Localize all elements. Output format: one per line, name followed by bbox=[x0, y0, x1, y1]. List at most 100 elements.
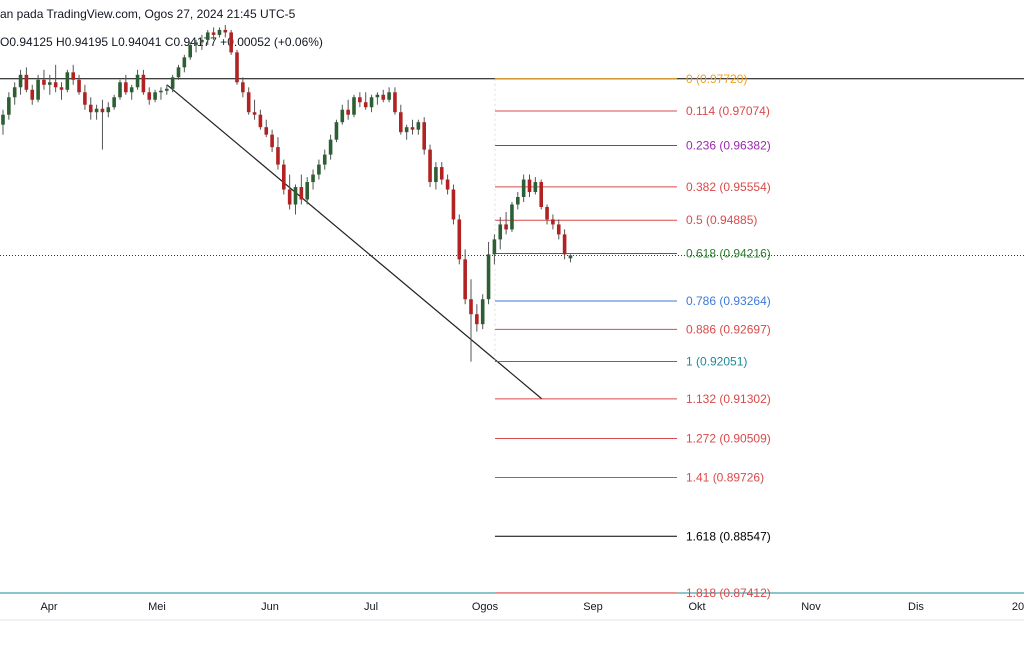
candle-up bbox=[486, 254, 491, 300]
candle-up bbox=[317, 164, 321, 175]
fib-level-label: 1.272 (0.90509) bbox=[686, 431, 771, 445]
candle-down bbox=[211, 32, 216, 35]
candle-down bbox=[30, 89, 35, 100]
candle-down bbox=[346, 109, 350, 115]
candle-down bbox=[381, 94, 386, 100]
candle-down bbox=[451, 189, 456, 220]
x-tick-label: Jul bbox=[364, 601, 378, 613]
fib-level-label: 0.236 (0.96382) bbox=[686, 139, 771, 153]
candle-down bbox=[147, 92, 152, 100]
candle-up bbox=[12, 87, 17, 98]
fib-level-label: 0.114 (0.97074) bbox=[686, 104, 770, 118]
candle-down bbox=[241, 82, 245, 93]
candle-up bbox=[153, 92, 157, 100]
candle-up bbox=[293, 187, 298, 205]
candle-down bbox=[439, 167, 444, 180]
candle-up bbox=[1, 114, 5, 125]
candle-down bbox=[141, 74, 146, 93]
candle-down bbox=[287, 189, 292, 205]
candle-up bbox=[7, 97, 11, 115]
fib-level-label: 1 (0.92051) bbox=[686, 355, 747, 369]
candle-up bbox=[521, 179, 526, 198]
fib-level-label: 0.886 (0.92697) bbox=[686, 322, 771, 336]
candle-down bbox=[445, 179, 450, 190]
candle-up bbox=[200, 39, 204, 43]
fib-level-label: 1.132 (0.91302) bbox=[686, 392, 771, 406]
candle-down bbox=[124, 82, 128, 93]
trendline[interactable] bbox=[166, 84, 543, 400]
candle-down bbox=[363, 102, 368, 108]
candle-up bbox=[188, 44, 192, 58]
candle-up bbox=[510, 204, 514, 230]
candle-up bbox=[533, 182, 538, 193]
candle-up bbox=[516, 197, 520, 205]
candle-up bbox=[106, 107, 111, 113]
candle-down bbox=[42, 79, 46, 85]
candle-up bbox=[194, 42, 198, 45]
candle-down bbox=[358, 97, 362, 103]
candle-up bbox=[165, 88, 169, 91]
x-tick-label: Mei bbox=[148, 601, 166, 613]
candle-up bbox=[340, 109, 345, 123]
x-axis: Apr Mei Jun Jul Ogos Sep Okt Nov Dis 20 bbox=[40, 601, 1024, 613]
candle-down bbox=[229, 32, 233, 53]
candle-down bbox=[264, 127, 269, 135]
candle-up bbox=[129, 87, 134, 93]
candle-down bbox=[258, 114, 263, 128]
candle-down bbox=[276, 147, 280, 165]
candle-down bbox=[252, 112, 257, 115]
candle-up bbox=[334, 122, 339, 140]
candle-up bbox=[176, 67, 181, 78]
candle-up bbox=[352, 97, 356, 115]
x-tick-label: Sep bbox=[583, 601, 603, 613]
candle-up bbox=[369, 97, 374, 108]
candle-down bbox=[100, 108, 105, 113]
x-tick-label: Ogos bbox=[472, 601, 499, 613]
candle-down bbox=[235, 52, 239, 83]
candle-up bbox=[568, 255, 573, 259]
candle-up bbox=[36, 79, 40, 100]
fibonacci-retracement[interactable]: 0 (0.97720) 0.114 (0.97074) 0.236 (0.96382… bbox=[494, 72, 771, 600]
candle-down bbox=[551, 219, 555, 225]
candle-down bbox=[77, 79, 81, 93]
candle-down bbox=[399, 112, 403, 133]
candle-up bbox=[118, 82, 122, 98]
candle-up bbox=[159, 90, 163, 93]
candle-up bbox=[65, 72, 70, 90]
candle-down bbox=[270, 134, 274, 148]
candle-down bbox=[469, 299, 473, 315]
candle-up bbox=[18, 74, 23, 88]
candle-up bbox=[205, 32, 210, 40]
candle-up bbox=[170, 77, 175, 89]
candle-up bbox=[387, 92, 391, 100]
candle-down bbox=[504, 224, 508, 230]
x-tick-label: 20 bbox=[1012, 601, 1024, 613]
x-tick-label: Jun bbox=[261, 601, 279, 613]
candle-down bbox=[83, 92, 87, 105]
candle-down bbox=[24, 74, 29, 90]
fib-level-label: 1.618 (0.88547) bbox=[686, 529, 771, 543]
ohlc-readout: O0.94125 H0.94195 L0.94041 C0.94177 +0.0… bbox=[0, 35, 323, 49]
candle-up bbox=[311, 174, 315, 183]
candle-down bbox=[299, 187, 304, 200]
chart-source-title: an pada TradingView.com, Ogos 27, 2024 2… bbox=[0, 7, 296, 21]
candle-down bbox=[59, 87, 64, 90]
candle-up bbox=[112, 97, 116, 108]
candle-down bbox=[223, 29, 228, 33]
x-tick-label: Nov bbox=[801, 601, 821, 613]
candle-up bbox=[498, 224, 503, 240]
candle-up bbox=[434, 167, 438, 183]
candle-up bbox=[94, 108, 99, 113]
candle-down bbox=[457, 219, 462, 260]
candle-up bbox=[135, 74, 140, 88]
candle-down bbox=[53, 82, 58, 88]
candle-down bbox=[88, 104, 93, 113]
candle-up bbox=[328, 139, 333, 155]
x-tick-label: Apr bbox=[40, 601, 57, 613]
fib-level-label: 0.382 (0.95554) bbox=[686, 180, 771, 194]
x-tick-label: Okt bbox=[688, 601, 705, 613]
candle-down bbox=[527, 179, 532, 193]
candle-up bbox=[492, 239, 497, 255]
candle-up bbox=[217, 29, 222, 35]
